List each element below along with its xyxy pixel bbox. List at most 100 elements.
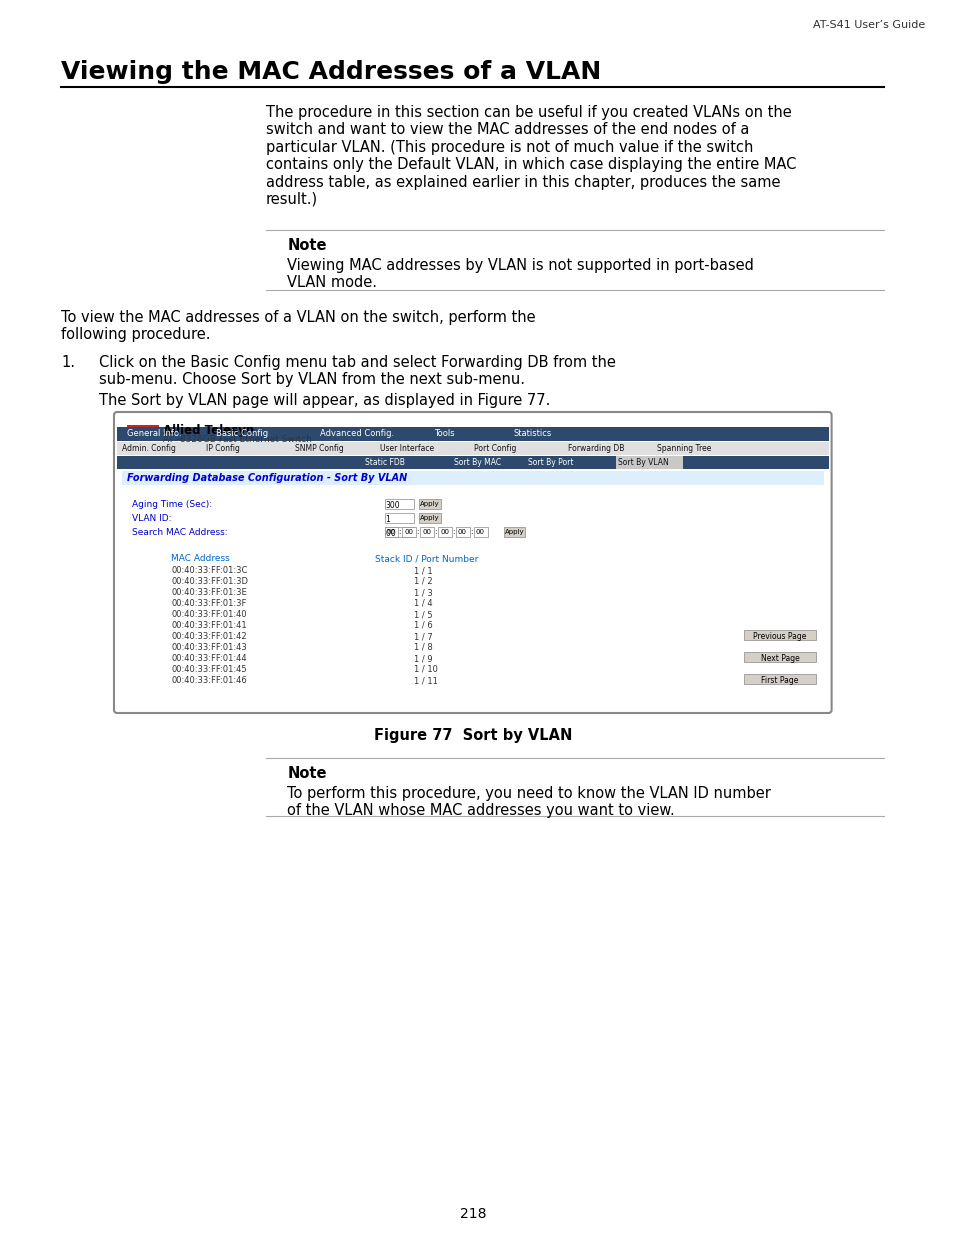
Text: To perform this procedure, you need to know the VLAN ID number
of the VLAN whose: To perform this procedure, you need to k… bbox=[287, 785, 771, 819]
Text: To view the MAC addresses of a VLAN on the switch, perform the
following procedu: To view the MAC addresses of a VLAN on t… bbox=[61, 310, 536, 342]
Text: The procedure in this section can be useful if you created VLANs on the
switch a: The procedure in this section can be use… bbox=[265, 105, 795, 207]
Text: Advanced Config.: Advanced Config. bbox=[320, 429, 394, 438]
Bar bbox=[117, 442, 828, 454]
Text: Note: Note bbox=[287, 238, 327, 253]
Text: 00:40:33:FF:01:3D: 00:40:33:FF:01:3D bbox=[172, 577, 248, 585]
Text: 218: 218 bbox=[459, 1207, 485, 1221]
Text: 300: 300 bbox=[385, 501, 399, 510]
Text: 1 / 7: 1 / 7 bbox=[414, 632, 433, 641]
Text: 1: 1 bbox=[385, 515, 390, 524]
Text: 1 / 4: 1 / 4 bbox=[414, 599, 433, 608]
Text: 1 / 1: 1 / 1 bbox=[414, 566, 433, 576]
Text: 1 / 9: 1 / 9 bbox=[414, 655, 433, 663]
Bar bbox=[384, 527, 414, 537]
Text: 00: 00 bbox=[404, 529, 413, 535]
Text: 1 / 11: 1 / 11 bbox=[414, 676, 437, 685]
Text: 00: 00 bbox=[422, 529, 431, 535]
Bar bbox=[743, 674, 815, 684]
Text: VLAN ID:: VLAN ID: bbox=[132, 514, 172, 522]
Text: 00: 00 bbox=[385, 529, 397, 538]
Text: 00:40:33:FF:01:45: 00:40:33:FF:01:45 bbox=[172, 664, 247, 674]
Bar bbox=[474, 527, 487, 537]
Text: 00:40:33:FF:01:43: 00:40:33:FF:01:43 bbox=[172, 643, 247, 652]
Text: 00:40:33:FF:01:42: 00:40:33:FF:01:42 bbox=[172, 632, 247, 641]
Bar bbox=[384, 499, 414, 509]
Bar bbox=[456, 527, 469, 537]
Text: Tools: Tools bbox=[434, 429, 455, 438]
Text: AT-S41 User’s Guide: AT-S41 User’s Guide bbox=[812, 20, 924, 30]
FancyBboxPatch shape bbox=[113, 412, 831, 713]
Text: Spanning Tree: Spanning Tree bbox=[657, 445, 711, 453]
Text: Statistics: Statistics bbox=[513, 429, 551, 438]
Text: Figure 77  Sort by VLAN: Figure 77 Sort by VLAN bbox=[374, 727, 572, 743]
Text: Admin. Config: Admin. Config bbox=[122, 445, 175, 453]
Bar bbox=[420, 527, 434, 537]
Text: 00:40:33:FF:01:3E: 00:40:33:FF:01:3E bbox=[172, 588, 247, 597]
Bar bbox=[117, 427, 828, 441]
Bar bbox=[117, 456, 828, 469]
Text: Static FDB: Static FDB bbox=[364, 458, 404, 467]
Text: :: : bbox=[434, 529, 436, 535]
Text: IP Config: IP Config bbox=[206, 445, 240, 453]
Text: 00: 00 bbox=[439, 529, 449, 535]
Bar bbox=[122, 471, 822, 485]
Text: Next Page: Next Page bbox=[760, 655, 799, 663]
Text: 1 / 6: 1 / 6 bbox=[414, 621, 433, 630]
Text: 00: 00 bbox=[476, 529, 484, 535]
Bar bbox=[402, 527, 416, 537]
Bar bbox=[418, 499, 440, 509]
Text: The Sort by VLAN page will appear, as displayed in Figure 77.: The Sort by VLAN page will appear, as di… bbox=[99, 393, 550, 408]
Text: Apply: Apply bbox=[420, 515, 439, 521]
Text: 00: 00 bbox=[386, 529, 395, 535]
Text: :: : bbox=[416, 529, 418, 535]
Text: 1 / 3: 1 / 3 bbox=[414, 588, 433, 597]
Bar bbox=[384, 527, 398, 537]
Text: 1.: 1. bbox=[61, 354, 75, 370]
Text: :: : bbox=[469, 529, 472, 535]
Text: Stack ID / Port Number: Stack ID / Port Number bbox=[375, 555, 477, 563]
Text: 00:40:33:FF:01:44: 00:40:33:FF:01:44 bbox=[172, 655, 247, 663]
Text: Viewing the MAC Addresses of a VLAN: Viewing the MAC Addresses of a VLAN bbox=[61, 61, 601, 84]
Bar bbox=[615, 456, 682, 469]
Text: 00:40:33:FF:01:40: 00:40:33:FF:01:40 bbox=[172, 610, 247, 619]
Text: Previous Page: Previous Page bbox=[753, 632, 806, 641]
Bar bbox=[418, 513, 440, 522]
Text: AT -8326GB Fast Ethernet Switch: AT -8326GB Fast Ethernet Switch bbox=[162, 435, 311, 445]
Text: 00:40:33:FF:01:41: 00:40:33:FF:01:41 bbox=[172, 621, 247, 630]
Text: Apply: Apply bbox=[504, 529, 524, 535]
Text: First Page: First Page bbox=[760, 676, 798, 685]
Text: 1 / 2: 1 / 2 bbox=[414, 577, 433, 585]
Text: Aging Time (Sec):: Aging Time (Sec): bbox=[132, 500, 212, 509]
Text: SNMP Config: SNMP Config bbox=[295, 445, 344, 453]
Bar bbox=[743, 652, 815, 662]
Text: Search MAC Address:: Search MAC Address: bbox=[132, 529, 227, 537]
Text: Port Config: Port Config bbox=[474, 445, 516, 453]
Text: Note: Note bbox=[287, 766, 327, 781]
Bar bbox=[384, 513, 414, 522]
Text: Sort By VLAN: Sort By VLAN bbox=[617, 458, 667, 467]
Text: Basic Config: Basic Config bbox=[215, 429, 268, 438]
Text: User Interface: User Interface bbox=[379, 445, 434, 453]
Text: 00:40:33:FF:01:46: 00:40:33:FF:01:46 bbox=[172, 676, 247, 685]
Text: MAC Address: MAC Address bbox=[172, 555, 230, 563]
Text: Forwarding Database Configuration - Sort By VLAN: Forwarding Database Configuration - Sort… bbox=[127, 473, 407, 483]
Text: 00:40:33:FF:01:3C: 00:40:33:FF:01:3C bbox=[172, 566, 248, 576]
Text: Viewing MAC addresses by VLAN is not supported in port-based
VLAN mode.: Viewing MAC addresses by VLAN is not sup… bbox=[287, 258, 754, 290]
Text: :: : bbox=[452, 529, 454, 535]
Bar bbox=[743, 630, 815, 640]
Text: 1 / 10: 1 / 10 bbox=[414, 664, 437, 674]
Text: Apply: Apply bbox=[420, 501, 439, 508]
Text: Forwarding DB: Forwarding DB bbox=[567, 445, 623, 453]
Text: 1 / 8: 1 / 8 bbox=[414, 643, 433, 652]
Text: Allied Telesyn: Allied Telesyn bbox=[162, 424, 253, 437]
Bar bbox=[437, 527, 452, 537]
Text: 00: 00 bbox=[457, 529, 466, 535]
Text: 1 / 5: 1 / 5 bbox=[414, 610, 433, 619]
Text: 00:40:33:FF:01:3F: 00:40:33:FF:01:3F bbox=[172, 599, 247, 608]
Bar bbox=[503, 527, 525, 537]
FancyBboxPatch shape bbox=[127, 425, 158, 441]
Text: :: : bbox=[398, 529, 400, 535]
Text: Sort By Port: Sort By Port bbox=[528, 458, 573, 467]
Text: Click on the Basic Config menu tab and select Forwarding DB from the
sub-menu. C: Click on the Basic Config menu tab and s… bbox=[99, 354, 616, 388]
Text: Sort By MAC: Sort By MAC bbox=[454, 458, 500, 467]
